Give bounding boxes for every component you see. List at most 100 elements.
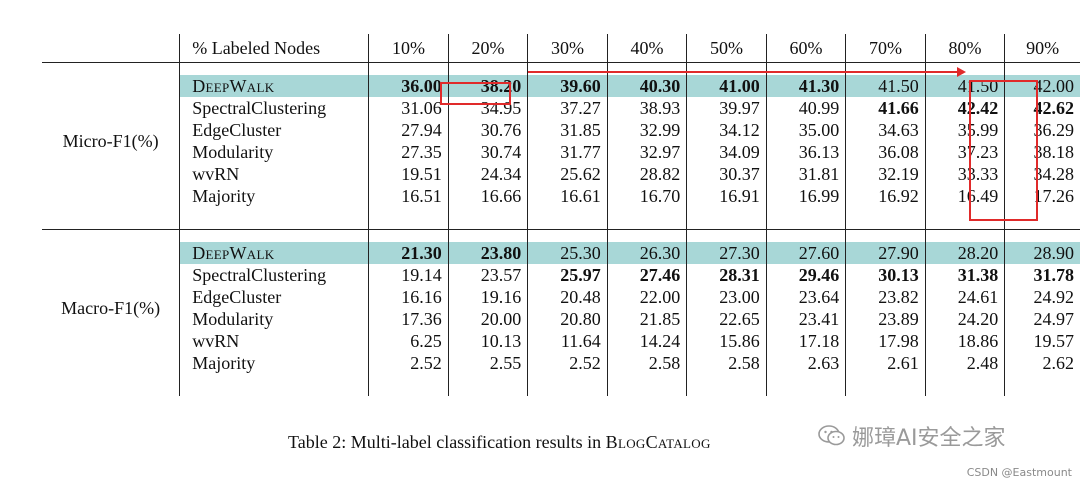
value-cell: 19.57	[1033, 331, 1075, 351]
bold-value: 42.42	[957, 98, 999, 118]
value-cell: 16.92	[845, 185, 926, 207]
table-row: Micro-F1(%) DeepWalk 36.00 38.20 39.60 40.30 4…	[42, 75, 1080, 207]
column-header-9: 90%	[1026, 38, 1060, 58]
value-cell: 21.85	[607, 308, 688, 330]
value-cell: 28.20	[925, 242, 1006, 264]
header-label: % Labeled Nodes	[179, 34, 370, 63]
value-cell: 16.99	[766, 185, 847, 207]
value-cell: 24.92	[1033, 287, 1075, 307]
bold-value: 31.38	[957, 265, 999, 285]
watermark-text: 娜璋AI安全之家	[852, 426, 1006, 451]
bold-value: 39.60	[560, 76, 601, 96]
annotation-arrow-line	[528, 71, 958, 73]
rule-cell	[845, 62, 926, 63]
value-cell: 23.00	[686, 286, 767, 308]
rule-cell	[686, 62, 767, 63]
value-cell: 17.36	[368, 308, 449, 330]
bold-value: 38.20	[480, 76, 522, 96]
value-cell: 35.00	[766, 119, 847, 141]
gap-cell	[845, 230, 926, 242]
value-cell: 16.70	[607, 185, 688, 207]
table-row: EdgeCluster 16.16 19.16 20.48 22.00 23.00 23.6…	[42, 286, 1080, 308]
micro-gap	[42, 63, 1080, 75]
value-cell: 23.41	[766, 308, 847, 330]
value-cell: 15.86	[686, 330, 767, 352]
value-cell: 28.31	[686, 264, 767, 286]
value-cell: 22.00	[607, 286, 688, 308]
bold-value: 41.66	[878, 98, 919, 118]
value-cell: 29.46	[766, 264, 847, 286]
macro-gap	[42, 230, 1080, 242]
value-cell: 16.61	[527, 185, 608, 207]
gap-cell	[448, 230, 529, 242]
rule-cell	[766, 62, 847, 63]
rule-cell	[845, 229, 926, 230]
value-cell: 28.82	[607, 163, 688, 185]
value-cell: 16.91	[686, 185, 767, 207]
gap-cell	[686, 63, 767, 75]
column-header-8: 80%	[925, 34, 1006, 63]
method-name: EdgeCluster	[179, 286, 370, 308]
value-cell: 23.57	[448, 264, 529, 286]
gap-cell	[845, 374, 926, 396]
bold-value: 30.13	[878, 265, 919, 285]
value-cell: 16.16	[368, 286, 449, 308]
rule-cell	[179, 62, 370, 63]
macro-metric-label: Macro-F1(%)	[42, 242, 181, 374]
value-cell: 2.61	[845, 352, 926, 374]
value-cell: 36.13	[766, 141, 847, 163]
rule-cell	[527, 62, 608, 63]
value-cell: 2.55	[448, 352, 529, 374]
method-name: Majority	[179, 185, 370, 207]
table-caption: Table 2: Multi-label classification resu…	[288, 432, 711, 453]
value-cell: 41.30	[766, 75, 847, 97]
gap-cell	[686, 230, 767, 242]
value-cell: 17.18	[766, 330, 847, 352]
value-cell: 34.12	[686, 119, 767, 141]
table-row: SpectralClustering 19.14 23.57 25.97 27.46 28…	[42, 264, 1080, 286]
gap-cell	[179, 63, 370, 75]
bold-value: 23.80	[480, 243, 522, 263]
highlight-box-20pct	[440, 82, 511, 105]
table-row: Macro-F1(%) DeepWalk 21.30 23.80 25.30 26.30 2…	[42, 242, 1080, 374]
value-cell: 26.30	[607, 242, 688, 264]
gap-cell	[925, 230, 1006, 242]
gap-cell	[607, 230, 688, 242]
rule-cell	[607, 229, 688, 230]
table-row: Majority 2.52 2.55 2.52 2.58 2.58 2.63 2.61 2.48…	[42, 352, 1080, 374]
value-cell: 16.51	[368, 185, 449, 207]
value-cell: 10.13	[448, 330, 529, 352]
gap-cell	[527, 374, 608, 396]
gap-cell	[42, 63, 181, 75]
gap-cell	[42, 230, 181, 242]
rule-cell	[925, 229, 1006, 230]
rule-cell	[448, 62, 529, 63]
bold-value: 41.00	[719, 76, 760, 96]
rule-cell	[368, 62, 449, 63]
value-cell: 42.42	[925, 97, 1006, 119]
value-cell: 23.89	[845, 308, 926, 330]
macro-top-rule	[42, 229, 1080, 230]
column-header-2: 20%	[448, 34, 529, 63]
watermark: 娜璋AI安全之家	[818, 420, 1006, 452]
value-cell: 38.93	[607, 97, 688, 119]
wechat-icon	[818, 424, 846, 448]
highlight-box-90pct-column	[969, 80, 1038, 221]
rule-cell	[42, 62, 181, 63]
value-cell: 23.82	[845, 286, 926, 308]
bold-value: 27.46	[639, 265, 681, 285]
column-header-7: 70%	[845, 34, 926, 63]
gap-cell	[179, 230, 370, 242]
value-cell: 25.62	[527, 163, 608, 185]
value-cell: 24.97	[1033, 309, 1075, 329]
method-name: SpectralClustering	[179, 264, 370, 286]
value-cell: 28.90	[1004, 242, 1080, 264]
column-header-4: 40%	[607, 34, 688, 63]
gap-cell	[845, 207, 926, 230]
gap-cell	[1005, 374, 1080, 396]
method-name: wvRN	[179, 163, 370, 185]
micro-metric-label: Micro-F1(%)	[42, 75, 181, 207]
value-cell: 37.27	[527, 97, 608, 119]
value-cell: 27.30	[686, 242, 767, 264]
value-cell: 27.94	[368, 119, 449, 141]
